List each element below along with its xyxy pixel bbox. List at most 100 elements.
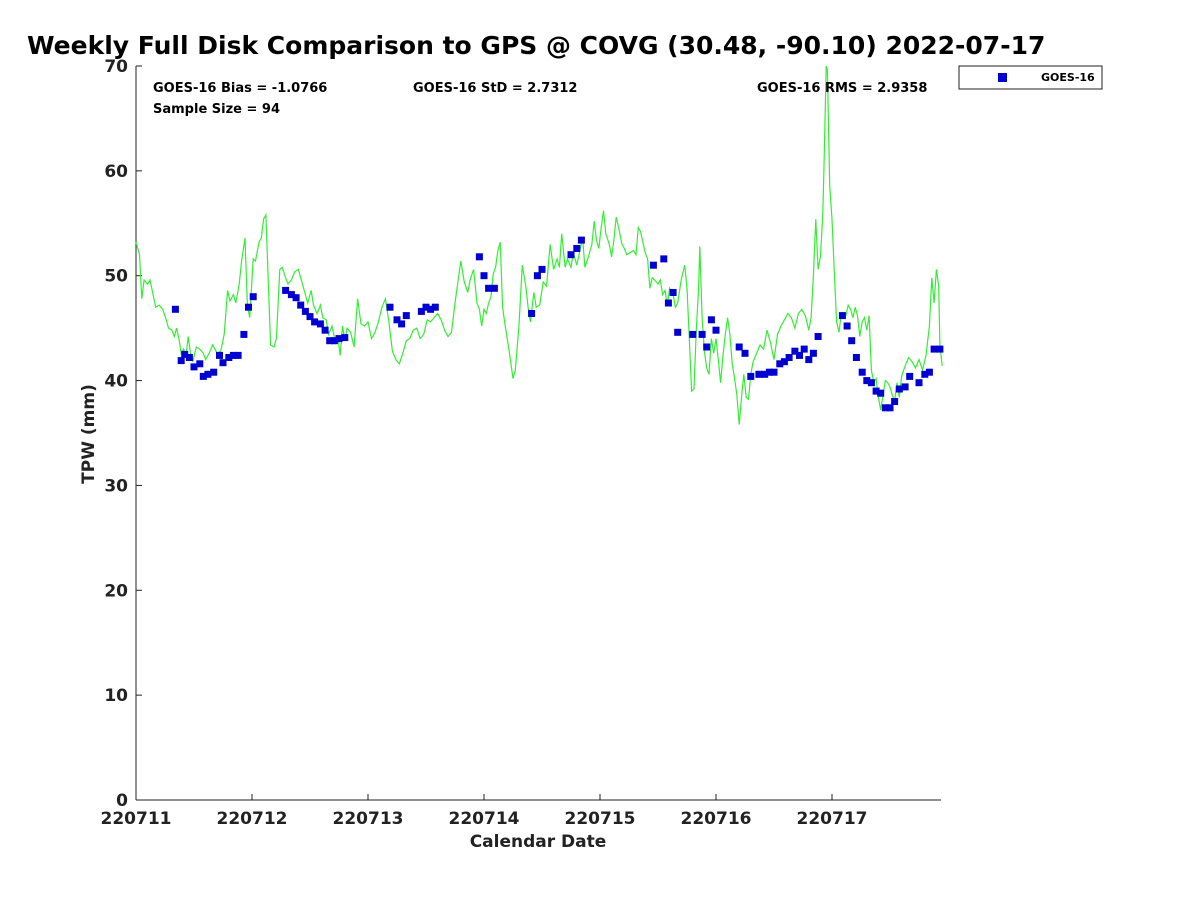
sample-size-annotation: Sample Size = 94 bbox=[153, 102, 280, 117]
goes16-point bbox=[431, 303, 439, 311]
goes16-point bbox=[814, 333, 822, 340]
goes16-point bbox=[292, 294, 300, 302]
y-tick-label: 60 bbox=[104, 162, 128, 182]
goes16-point bbox=[906, 372, 914, 380]
goes16-point bbox=[216, 351, 223, 359]
goes16-point bbox=[796, 351, 803, 359]
goes16-point bbox=[881, 404, 889, 412]
goes16-point bbox=[712, 326, 720, 334]
goes16-point bbox=[698, 330, 706, 338]
goes16-point bbox=[240, 330, 248, 338]
legend-box bbox=[958, 65, 1103, 90]
goes16-point bbox=[528, 310, 536, 317]
goes16-point bbox=[177, 357, 185, 365]
plot-frame bbox=[135, 66, 941, 801]
goes16-point bbox=[886, 404, 894, 412]
goes16-point bbox=[791, 347, 799, 355]
goes16-point bbox=[234, 351, 242, 359]
goes16-point bbox=[776, 360, 784, 368]
goes16-point bbox=[915, 379, 923, 387]
goes16-point bbox=[417, 307, 425, 315]
x-tick-label: 220716 bbox=[681, 809, 752, 829]
goes16-point bbox=[741, 349, 749, 357]
goes16-point bbox=[755, 370, 763, 378]
goes16-point bbox=[301, 307, 309, 315]
goes16-point bbox=[649, 261, 657, 269]
goes16-point bbox=[229, 351, 237, 359]
goes16-point bbox=[577, 236, 585, 244]
gps-tpw-line bbox=[135, 65, 943, 425]
x-axis-ticks: 220711 220712 220713 220714 220715 220716 2207… bbox=[101, 794, 867, 829]
goes16-point bbox=[297, 301, 305, 309]
stats-annotations: GOES-16 Bias = -1.0766 Sample Size = 94 … bbox=[153, 81, 927, 117]
goes16-point bbox=[386, 303, 394, 311]
series-layer bbox=[135, 65, 944, 425]
goes16-point bbox=[567, 251, 575, 259]
goes16-point bbox=[393, 316, 401, 324]
goes16-point bbox=[306, 313, 314, 321]
goes16-point bbox=[664, 299, 672, 307]
goes16-point bbox=[660, 255, 668, 263]
goes16-point bbox=[761, 370, 769, 378]
y-axis-label: TPW (mm) bbox=[79, 384, 99, 484]
goes16-point bbox=[427, 305, 435, 313]
y-tick-label: 0 bbox=[116, 791, 128, 811]
goes16-point bbox=[689, 330, 697, 338]
y-tick-label: 50 bbox=[104, 267, 128, 287]
goes16-point bbox=[210, 368, 218, 376]
goes16-point bbox=[895, 385, 903, 393]
goes16-point bbox=[538, 265, 546, 273]
goes16-point bbox=[480, 272, 488, 280]
goes16-point bbox=[747, 372, 755, 380]
goes16-point bbox=[735, 343, 743, 351]
bias-annotation: GOES-16 Bias = -1.0766 bbox=[153, 81, 327, 96]
goes16-point bbox=[398, 320, 406, 328]
goes16-point bbox=[287, 291, 295, 299]
goes16-point bbox=[852, 354, 860, 361]
goes16-point bbox=[190, 363, 198, 371]
goes16-point bbox=[674, 328, 682, 336]
legend-marker-goes16 bbox=[998, 73, 1007, 82]
goes16-point bbox=[930, 345, 938, 353]
x-tick-label: 220714 bbox=[449, 809, 520, 829]
goes16-point bbox=[402, 312, 410, 320]
goes16-point bbox=[848, 337, 856, 345]
y-tick-label: 20 bbox=[104, 581, 128, 601]
goes16-point bbox=[805, 356, 813, 364]
rms-annotation: GOES-16 RMS = 2.9358 bbox=[757, 81, 927, 96]
x-axis-label: Calendar Date bbox=[470, 832, 607, 852]
goes16-point bbox=[838, 312, 846, 320]
goes16-point bbox=[199, 372, 207, 380]
goes16-point bbox=[877, 389, 885, 397]
goes16-point bbox=[245, 303, 252, 311]
std-annotation: GOES-16 StD = 2.7312 bbox=[413, 81, 577, 96]
goes16-point bbox=[936, 345, 944, 353]
goes16-point bbox=[219, 359, 227, 367]
goes16-point bbox=[204, 370, 212, 378]
goes16-point bbox=[341, 334, 349, 342]
goes16-point bbox=[533, 272, 541, 280]
legend-label-goes16: GOES-16 bbox=[1041, 71, 1095, 84]
goes16-point bbox=[282, 286, 290, 294]
goes16-point bbox=[422, 303, 430, 311]
y-tick-label: 10 bbox=[104, 686, 128, 706]
goes16-point bbox=[335, 335, 343, 343]
goes16-point bbox=[330, 337, 338, 345]
chart-title: Weekly Full Disk Comparison to GPS @ COV… bbox=[27, 31, 1045, 60]
goes16-point bbox=[901, 383, 909, 391]
x-tick-label: 220715 bbox=[565, 809, 636, 829]
goes16-point bbox=[311, 318, 319, 326]
x-tick-label: 220711 bbox=[101, 809, 172, 829]
goes16-point bbox=[770, 368, 778, 376]
goes16-point bbox=[316, 320, 324, 328]
goes16-point bbox=[225, 354, 233, 361]
goes16-point bbox=[490, 284, 498, 292]
x-tick-label: 220713 bbox=[333, 809, 404, 829]
goes16-point bbox=[765, 368, 773, 376]
goes16-point bbox=[196, 360, 204, 368]
y-axis-ticks: 0 10 20 30 40 50 60 70 bbox=[104, 57, 142, 811]
goes16-point bbox=[181, 350, 189, 358]
y-tick-label: 40 bbox=[104, 372, 128, 392]
y-tick-label: 70 bbox=[104, 57, 128, 77]
